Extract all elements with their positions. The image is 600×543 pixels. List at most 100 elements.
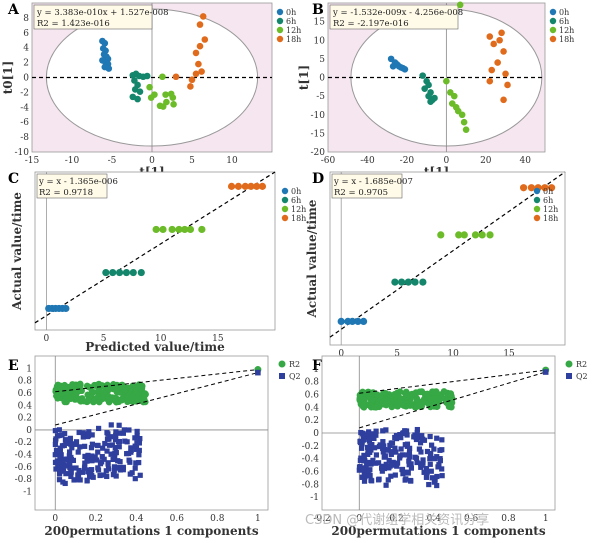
plot-area-c bbox=[34, 171, 276, 331]
point-b-18h bbox=[502, 70, 509, 78]
equation-box-c bbox=[36, 173, 108, 199]
q2-permutation-point-f bbox=[390, 462, 396, 468]
q2-permutation-point-f bbox=[434, 473, 440, 480]
y-tick-label: -0.2 bbox=[302, 442, 319, 452]
q2-permutation-point-e bbox=[117, 467, 123, 473]
point-b-0h bbox=[389, 63, 397, 70]
q2-permutation-point-f bbox=[373, 432, 379, 438]
panel-letter-d: D bbox=[312, 171, 324, 187]
q2-permutation-point-e bbox=[96, 425, 102, 432]
legend-label-e-Q2: Q2 bbox=[289, 372, 301, 381]
q2-permutation-point-e bbox=[132, 476, 138, 482]
x-tick-label: -40 bbox=[360, 156, 375, 166]
equation-box-b bbox=[329, 4, 459, 30]
q2-permutation-point-e bbox=[134, 440, 140, 446]
point-a-0h bbox=[105, 65, 113, 72]
x-tick-label: 0 bbox=[338, 349, 344, 359]
y-tick-label: -0.4 bbox=[302, 455, 320, 465]
r2-permutation-point-f bbox=[417, 388, 425, 396]
r2-permutation-point-f bbox=[359, 403, 367, 410]
q2-permutation-point-e bbox=[63, 440, 69, 447]
point-a-18h bbox=[172, 73, 180, 81]
q2-permutation-point-e bbox=[100, 445, 106, 451]
r2-permutation-point-f bbox=[440, 388, 448, 395]
q2-permutation-point-f bbox=[392, 445, 398, 451]
q2-permutation-point-e bbox=[136, 459, 142, 466]
q2-permutation-point-e bbox=[116, 422, 122, 428]
r2-permutation-point-f bbox=[372, 403, 380, 411]
equation-text-a: y = 3.383e-010x + 1.527e-008 bbox=[36, 8, 169, 18]
r2-text-c: R2 = 0.9718 bbox=[39, 188, 93, 198]
r2-permutation-point-e bbox=[116, 383, 123, 391]
q2-permutation-point-e bbox=[105, 431, 111, 437]
q2-permutation-point-f bbox=[420, 457, 426, 463]
y-tick-label: -0.4 bbox=[15, 451, 33, 461]
q2-permutation-point-e bbox=[117, 459, 123, 465]
q2-permutation-point-e bbox=[126, 427, 132, 433]
point-d-18h bbox=[519, 184, 528, 192]
y-tick-label: -0.6 bbox=[302, 468, 320, 478]
point-b-12h bbox=[458, 111, 466, 119]
y-tick-label: -8 bbox=[20, 133, 29, 143]
q2-permutation-point-f bbox=[414, 426, 420, 433]
q2-permutation-point-e bbox=[60, 460, 66, 467]
q2-permutation-point-f bbox=[424, 469, 430, 476]
q2-permutation-point-f bbox=[373, 452, 380, 458]
y-tick-label: 15 bbox=[314, 18, 326, 28]
point-a-18h bbox=[192, 70, 200, 78]
y-tick-label: -10 bbox=[15, 148, 30, 158]
y-tick-label: 5 bbox=[319, 55, 325, 65]
q2-permutation-point-e bbox=[136, 452, 142, 458]
point-b-18h bbox=[496, 36, 503, 44]
q2-permutation-point-f bbox=[397, 431, 403, 438]
y-tick-label: 2 bbox=[23, 59, 29, 69]
point-a-12h bbox=[167, 90, 175, 98]
x-tick-label: 5 bbox=[394, 349, 400, 359]
q2-final-point-f bbox=[542, 369, 549, 375]
q2-permutation-point-e bbox=[82, 464, 88, 470]
q2-permutation-point-f bbox=[417, 440, 424, 446]
q2-permutation-point-e bbox=[102, 440, 108, 447]
q2-permutation-point-f bbox=[367, 449, 373, 455]
q2-permutation-point-e bbox=[137, 472, 143, 478]
q2-permutation-point-e bbox=[104, 473, 110, 480]
q2-permutation-point-f bbox=[404, 432, 410, 438]
q2-permutation-point-e bbox=[82, 453, 88, 460]
q2-permutation-point-f bbox=[418, 449, 424, 455]
panel-letter-f: F bbox=[312, 358, 322, 374]
q2-permutation-point-e bbox=[62, 431, 68, 437]
r2-text-a: R2 = 1.423e-016 bbox=[37, 19, 110, 29]
y-tick-label: 0.8 bbox=[305, 378, 320, 388]
q2-permutation-point-f bbox=[411, 434, 417, 440]
q2-permutation-point-e bbox=[132, 465, 138, 471]
q2-permutation-point-f bbox=[364, 444, 371, 451]
q2-permutation-point-f bbox=[419, 462, 425, 468]
point-b-12h bbox=[456, 1, 464, 9]
q2-permutation-point-e bbox=[106, 442, 113, 448]
x-tick-label: 0.4 bbox=[129, 514, 144, 524]
q2-permutation-point-f bbox=[379, 468, 385, 474]
q2-permutation-point-e bbox=[86, 429, 92, 435]
q2-permutation-point-f bbox=[403, 476, 409, 482]
q2-permutation-point-f bbox=[375, 477, 382, 483]
legend-marker-c-6h bbox=[281, 196, 289, 204]
point-d-12h bbox=[471, 231, 480, 239]
q2-permutation-point-f bbox=[366, 436, 372, 442]
legend-label-f-R2: R2 bbox=[576, 360, 587, 369]
q2-permutation-point-f bbox=[381, 454, 387, 460]
x-tick-label: -20 bbox=[400, 156, 415, 166]
legend-marker-d-12h bbox=[533, 205, 541, 213]
q2-permutation-point-e bbox=[104, 448, 110, 454]
x-tick-label: 15 bbox=[503, 349, 515, 359]
legend-label-d-12h: 12h bbox=[543, 205, 558, 214]
point-b-18h bbox=[498, 29, 505, 37]
q2-permutation-point-f bbox=[394, 460, 401, 466]
q2-permutation-point-e bbox=[69, 445, 75, 451]
q2-permutation-point-e bbox=[113, 450, 119, 456]
q2-permutation-point-f bbox=[373, 460, 379, 466]
q2-permutation-point-f bbox=[436, 462, 442, 468]
q2-permutation-point-f bbox=[390, 459, 396, 465]
q2-permutation-point-f bbox=[398, 446, 404, 452]
q2-permutation-point-e bbox=[76, 467, 82, 474]
q2-regression-line-f bbox=[359, 371, 546, 429]
